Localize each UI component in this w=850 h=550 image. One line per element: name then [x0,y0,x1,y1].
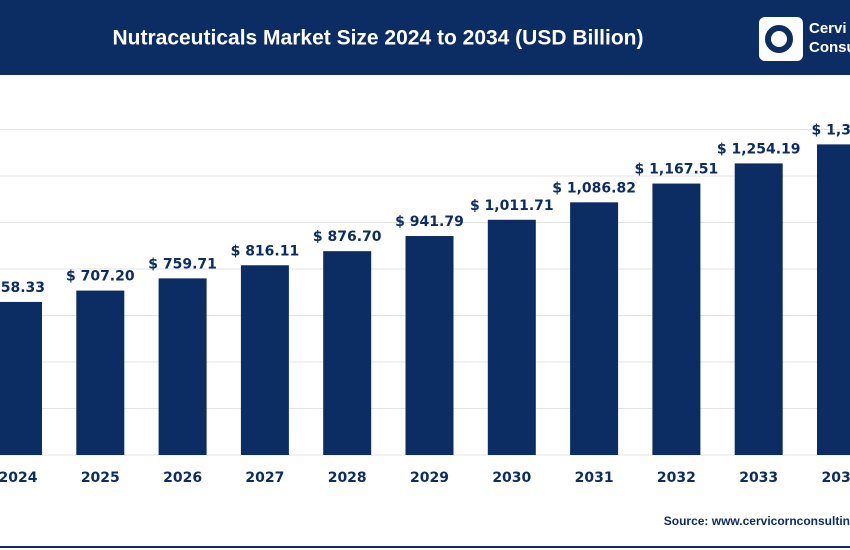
value-label: $ 759.71 [148,256,217,272]
bar [817,144,850,455]
value-label: $ 1,086.82 [552,180,636,196]
logo-box [759,17,803,61]
x-tick-label: 2030 [492,470,531,486]
x-tick-label: 2031 [575,470,614,486]
x-tick-label: 2033 [739,470,778,486]
value-label: $ 941.79 [395,214,464,230]
x-tick-label: 2027 [245,470,284,486]
x-tick-label: 2026 [163,470,202,486]
x-tick-label: 2025 [81,470,120,486]
bar [734,163,783,455]
brand-line: Consu [809,39,850,56]
x-tick-label: 2032 [657,470,696,486]
x-tick-label: 2028 [328,470,367,486]
header-bar [0,0,850,75]
value-label: $ 707.20 [66,269,135,285]
value-label: $ 1,011.71 [470,198,554,214]
value-label: $ 1,254.19 [717,141,801,157]
value-label: 658.33 [0,280,45,296]
value-label: $ 816.11 [231,243,300,259]
value-label: $ 1,167.51 [635,162,719,178]
bar [158,278,207,455]
logo-mark [765,25,793,53]
bar [570,202,619,455]
value-label: $ 1,336 [812,122,850,138]
bar [323,251,372,455]
bar [76,290,125,455]
x-tick-label: 2024 [0,470,38,486]
bar [0,301,42,455]
value-label: $ 876.70 [313,229,382,245]
x-tick-label: 2029 [410,470,449,486]
brand-line: Cervi [809,20,847,37]
chart-title: Nutraceuticals Market Size 2024 to 2034 … [112,27,643,50]
bar [240,265,289,455]
bar [652,183,701,455]
x-tick-label: 2034 [822,470,850,486]
bar [405,236,454,455]
bar [487,219,536,455]
source-note: Source: www.cervicornconsultin [664,514,850,528]
